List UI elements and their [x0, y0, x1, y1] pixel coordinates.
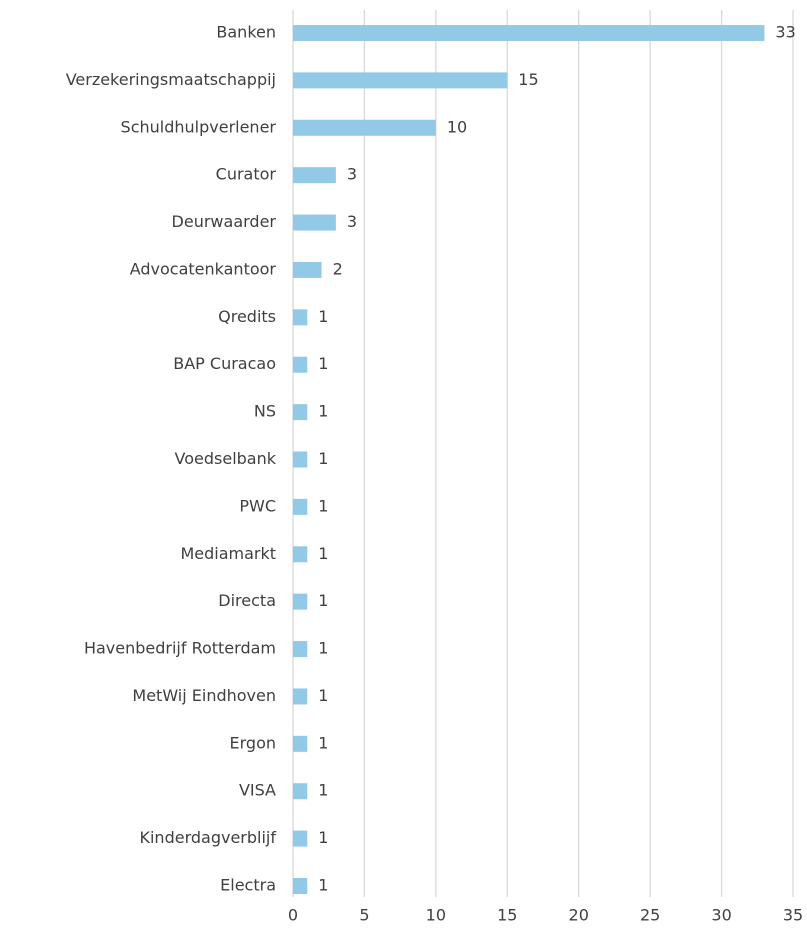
- y-tick-label: Advocatenkantoor: [130, 259, 277, 278]
- y-tick-label: Curator: [216, 165, 277, 184]
- y-tick-label: Ergon: [230, 733, 277, 752]
- y-tick-label: MetWij Eindhoven: [132, 686, 276, 705]
- y-tick-label: Mediamarkt: [180, 544, 276, 563]
- bar: [293, 735, 308, 752]
- bar: [293, 783, 308, 800]
- value-label: 1: [318, 828, 328, 847]
- value-label: 3: [347, 165, 357, 184]
- y-tick-label: Qredits: [218, 307, 276, 326]
- bar: [293, 498, 308, 515]
- y-tick-label: Deurwaarder: [172, 212, 277, 231]
- y-tick-label: Kinderdagverblijf: [139, 828, 276, 847]
- bar: [293, 878, 308, 895]
- value-label: 2: [333, 259, 343, 278]
- bar: [293, 24, 765, 41]
- y-tick-label: NS: [254, 402, 276, 421]
- bar: [293, 261, 322, 278]
- bar: [293, 830, 308, 847]
- value-label: 1: [318, 354, 328, 373]
- x-tick-label: 20: [569, 906, 589, 925]
- value-label: 1: [318, 449, 328, 468]
- bar: [293, 593, 308, 610]
- bar: [293, 214, 336, 231]
- y-tick-label: BAP Curacao: [173, 354, 276, 373]
- value-label: 1: [318, 544, 328, 563]
- bar: [293, 167, 336, 184]
- value-label: 1: [318, 639, 328, 658]
- value-label: 3: [347, 212, 357, 231]
- value-label: 1: [318, 781, 328, 800]
- x-tick-label: 10: [426, 906, 446, 925]
- x-tick-label: 35: [783, 906, 803, 925]
- value-label: 1: [318, 591, 328, 610]
- value-label: 10: [447, 117, 467, 136]
- value-label: 33: [775, 22, 795, 41]
- bar: [293, 546, 308, 563]
- y-tick-label: Electra: [220, 876, 276, 895]
- bar: [293, 688, 308, 705]
- bar: [293, 356, 308, 373]
- value-label: 1: [318, 733, 328, 752]
- y-tick-label: Directa: [218, 591, 276, 610]
- y-tick-label: Banken: [216, 22, 276, 41]
- value-label: 1: [318, 496, 328, 515]
- y-tick-label: Havenbedrijf Rotterdam: [84, 639, 276, 658]
- x-tick-label: 15: [497, 906, 517, 925]
- bar: [293, 119, 436, 136]
- x-tick-label: 30: [711, 906, 731, 925]
- bar: [293, 641, 308, 658]
- y-tick-label: Schuldhulpverlener: [121, 117, 277, 136]
- bar: [293, 404, 308, 421]
- value-label: 1: [318, 307, 328, 326]
- y-tick-label: PWC: [239, 496, 276, 515]
- bar: [293, 309, 308, 326]
- bar: [293, 72, 508, 89]
- x-tick-label: 5: [359, 906, 369, 925]
- value-label: 1: [318, 402, 328, 421]
- y-tick-label: Verzekeringsmaatschappij: [66, 70, 276, 89]
- value-label: 15: [518, 70, 538, 89]
- y-tick-label: Voedselbank: [175, 449, 277, 468]
- x-tick-label: 25: [640, 906, 660, 925]
- x-tick-label: 0: [288, 906, 298, 925]
- value-label: 1: [318, 876, 328, 895]
- bar: [293, 451, 308, 468]
- value-label: 1: [318, 686, 328, 705]
- y-tick-label: VISA: [239, 781, 276, 800]
